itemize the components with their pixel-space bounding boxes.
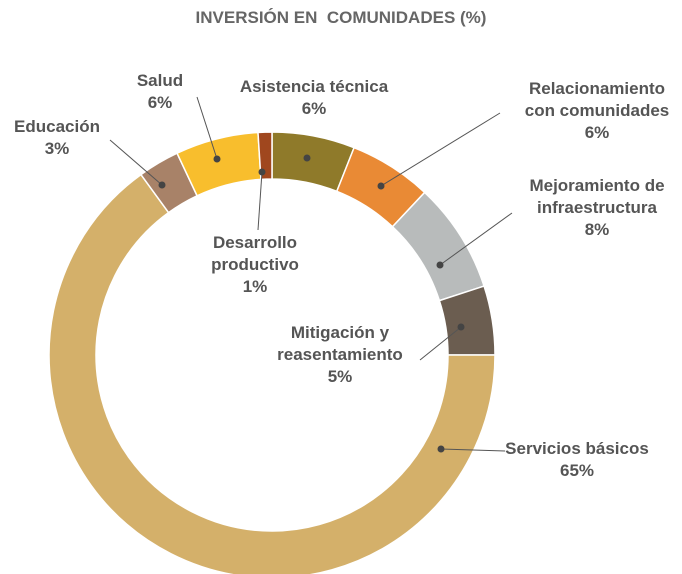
value-label: 3% [44, 139, 70, 158]
category-label: Servicios básicos [505, 439, 649, 458]
value-label: 6% [147, 93, 173, 112]
leader-dot [437, 445, 445, 453]
donut-segment [48, 173, 496, 574]
slice-label: Mitigación y reasentamiento 5% [260, 322, 420, 388]
leader-dot [377, 182, 385, 190]
slice-label: Servicios básicos 65% [497, 438, 657, 482]
category-label: Relacionamiento con comunidades [524, 79, 670, 120]
value-label: 6% [584, 123, 610, 142]
leader-dot [158, 181, 166, 189]
leader-line [380, 112, 501, 187]
leader-line [196, 96, 218, 160]
value-label: 8% [584, 220, 610, 239]
category-label: Educación [14, 117, 100, 136]
leader-dot [303, 154, 311, 162]
value-label: 6% [301, 99, 327, 118]
slice-label: Educación 3% [2, 116, 112, 160]
leader-line [419, 326, 462, 361]
leader-line [440, 448, 506, 452]
slice-label: Salud 6% [125, 70, 195, 114]
slice-label: Desarrollo productivo 1% [195, 232, 315, 298]
category-label: Desarrollo productivo [211, 233, 299, 274]
value-label: 65% [559, 461, 595, 480]
leader-dot [436, 261, 444, 269]
category-label: Asistencia técnica [239, 77, 389, 96]
leader-line [109, 139, 163, 186]
leader-dot [213, 155, 221, 163]
value-label: 1% [242, 277, 268, 296]
leader-line [257, 171, 263, 231]
leader-line [439, 212, 513, 266]
category-label: Salud [136, 71, 184, 90]
slice-label: Mejoramiento de infraestructura 8% [517, 175, 677, 241]
chart-title: INVERSIÓN EN COMUNIDADES (%) [195, 8, 487, 27]
slice-label: Relacionamiento con comunidades 6% [517, 78, 677, 144]
slice-label: Asistencia técnica 6% [214, 76, 414, 120]
value-label: 5% [327, 367, 353, 386]
leader-dot [457, 323, 465, 331]
category-label: Mitigación y reasentamiento [277, 323, 403, 364]
category-label: Mejoramiento de infraestructura [529, 176, 665, 217]
leader-dot [258, 168, 266, 176]
